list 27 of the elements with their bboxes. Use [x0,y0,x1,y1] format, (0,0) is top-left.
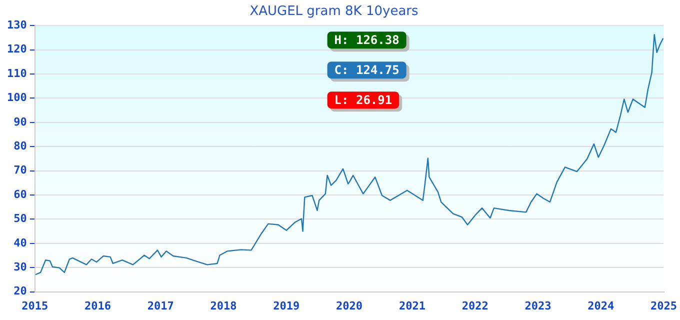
x-tick-label: 2024 [588,299,614,312]
x-tick-label: 2017 [147,299,174,312]
y-tick-label: 20 [14,284,27,298]
x-tick-label: 2023 [524,299,552,312]
y-tick-label: 30 [14,260,27,274]
x-tick-label: 2025 [650,299,678,312]
y-tick-label: 130 [6,18,27,32]
y-tick-label: 90 [14,115,27,128]
x-tick-label: 2021 [398,299,426,312]
y-tick-label: 40 [14,236,27,250]
y-tick-label: 70 [14,164,27,177]
x-tick-label: 2015 [22,299,48,312]
x-tick-label: 2018 [210,299,237,312]
y-tick-label: 120 [6,42,27,56]
annotation: L: 26.91 [334,93,392,108]
y-tick-label: 60 [14,188,27,201]
x-tick-label: 2020 [336,299,363,312]
annotation: C: 124.75 [334,63,400,78]
y-tick-label: 100 [6,91,27,104]
y-tick-label: 50 [14,212,27,226]
y-tick-label: 80 [14,139,27,152]
y-tick-label: 110 [6,66,27,80]
x-tick-label: 2016 [84,299,112,312]
x-tick-label: 2022 [462,299,488,312]
x-tick-label: 2019 [273,299,300,312]
chart-title: XAUGEL gram 8K 10years [250,4,419,20]
annotation: H: 126.38 [334,33,400,48]
